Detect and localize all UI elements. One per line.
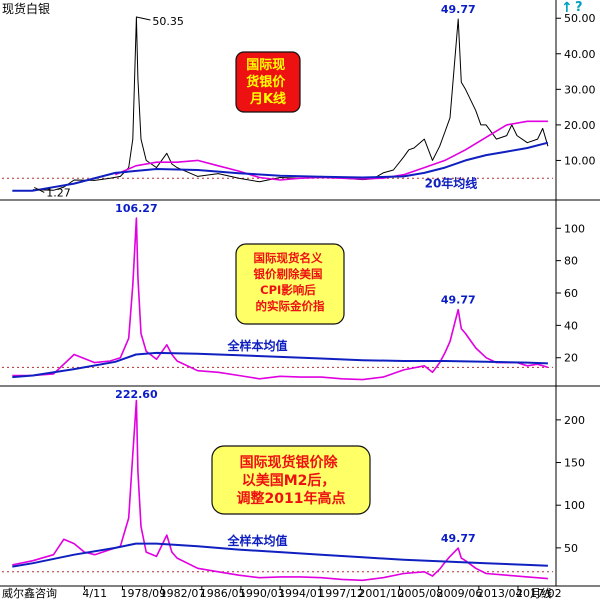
panel-1-note-box [235,51,301,113]
y-tick-label: 50 [564,542,578,555]
panel-2-plot: 106.27 49.77 全样本均值 [2,202,553,381]
low-label: 1.27 [46,186,71,199]
series-name-label: 20年均线 [425,176,478,191]
panel-1-y-ticks: 10.00 20.00 30.00 40.00 50.00 [556,12,596,167]
panel-1-plot: 50.35 49.77 1.27 20年均线 [2,3,553,199]
x-tick-label: 2017/02 [516,587,562,600]
x-tick-label: 2001/10 [358,587,404,600]
series-line-实际价格指数 [12,217,549,381]
y-tick-label: 20.00 [564,119,596,132]
y-tick-label: 200 [564,414,585,427]
panel-3-note-text: 国际现货银价除 以美国M2后， 调整2011年高点 [237,454,346,507]
x-tick-label: 1990/03 [239,587,285,600]
panel-2-note-box [235,243,345,325]
help-icon[interactable]: ? [575,0,583,15]
series-name-label: 全样本均值 [227,533,288,548]
peak-label: 50.35 [152,15,184,28]
peak-label: 49.77 [441,532,476,545]
x-tick-label: 2005/08 [398,587,444,600]
y-tick-label: 20 [564,352,578,365]
y-tick-label: 80 [564,255,578,268]
x-tick-label: 2009/06 [437,587,483,600]
scroll-up-icon[interactable]: ↑ [561,0,573,16]
y-tick-label: 40.00 [564,48,596,61]
peak-label: 222.60 [115,388,158,401]
peak-label: 106.27 [115,202,157,215]
y-tick-label: 40 [564,319,578,332]
panel-3-note: 国际现货银价除 以美国M2后， 调整2011年高点 [211,445,371,515]
y-tick-label: 30.00 [564,83,596,96]
y-tick-label: 100 [564,499,585,512]
x-tick-label: 2013/04 [477,587,523,600]
panel-2-note-text: 国际现货名义 银价剔除美国 CPI影响后 的实际金价指 [253,251,326,313]
panel-1-note: 国际现 货银价 月K线 [235,51,301,113]
panel-1-note-text: 国际现 货银价 月K线 [246,58,290,107]
panel-2-y-ticks: 20 40 60 80 100 [556,222,585,365]
x-tick-label: 1997/12 [318,587,364,600]
peak-label: 49.77 [441,294,476,307]
panel-3-y-ticks: 50 100 150 200 [556,414,585,555]
x-tick-label: 1994/01 [278,587,324,600]
series-line-全样本均值 [12,351,548,379]
panel-3-note-box [211,445,371,515]
peak-label: 49.77 [441,3,476,16]
chart-title: 现货白银 [2,1,50,16]
series-line-全样本均值 [12,542,548,568]
y-tick-label: 100 [564,222,585,235]
y-tick-label: 150 [564,457,585,470]
y-tick-label: 10.00 [564,154,596,167]
x-tick-label: 1978/09 [120,587,166,600]
x-tick-label: 4/11 [82,587,107,600]
series-name-label: 全样本均值 [227,338,288,353]
peak-leader-line [136,16,151,21]
panel-3-plot: 222.60 49.77 全样本均值 [2,388,553,582]
y-tick-label: 60 [564,287,578,300]
panel-2-note: 国际现货名义 银价剔除美国 CPI影响后 的实际金价指 [235,243,345,325]
low-leader-line [34,187,45,193]
x-tick-label: 1986/05 [200,587,246,600]
x-tick-label: 1982/07 [160,587,206,600]
series-line-20年均线 [12,141,549,192]
y-tick-label: 50.00 [564,12,596,25]
x-axis-suffix: 月线 [530,586,552,600]
x-axis: 威尔鑫咨询 4/11 1978/091982/071986/051990/03199… [2,586,562,600]
brand-label: 威尔鑫咨询 [2,586,57,600]
